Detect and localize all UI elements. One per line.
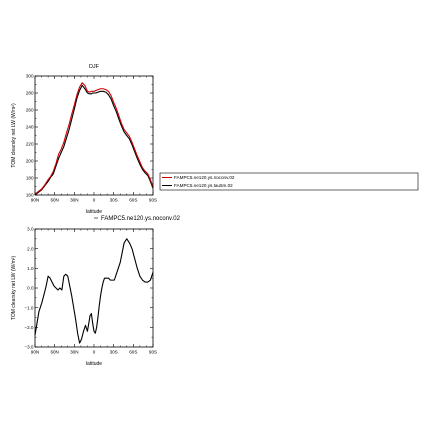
y-tick-label: 200	[26, 159, 34, 164]
series-line-noconv	[34, 82, 154, 195]
chart-bottom-series	[34, 238, 154, 344]
chart-top-ylabel: TOM clearsky net LW (W/m²)	[11, 103, 17, 168]
x-tick-label: 30S	[110, 198, 118, 203]
y-tick-label: −2.0	[24, 325, 34, 330]
y-tick-label: 1.0	[27, 266, 34, 271]
x-tick-label: 60S	[129, 198, 137, 203]
chart-top-series	[34, 82, 154, 196]
x-tick-label: 90N	[31, 350, 39, 355]
chart-top-title: DJF	[89, 64, 100, 70]
y-tick-label: 240	[26, 125, 34, 130]
legend-label-tau5m: FAMPC5.ne120.ys.tau5m.02	[174, 183, 233, 188]
x-tick-label: 60N	[50, 198, 58, 203]
x-tick-label: 30N	[70, 198, 78, 203]
y-tick-label: 260	[26, 108, 34, 113]
x-tick-label: 60S	[129, 350, 137, 355]
chart-top-frame	[34, 75, 154, 196]
chart-bottom-ticks: 90N 60N 30N 0 30S 60S 90S −3.0 −2.0 −1.0 0.0 1.0 2.0…	[24, 227, 157, 355]
x-tick-label: 90S	[149, 198, 157, 203]
series-line-tau5m	[34, 84, 154, 196]
chart-bottom-frame	[34, 228, 154, 348]
y-tick-label: 0.0	[27, 286, 34, 291]
y-tick-label: 180	[26, 176, 34, 181]
y-tick-label: 280	[26, 91, 34, 96]
x-tick-label: 30N	[70, 350, 78, 355]
chart-top: DJF 90N 60N 30N 0 30S 60S 90S 160 180 200 220 240 26…	[11, 64, 419, 215]
series-line-diff	[34, 238, 154, 344]
x-tick-label: 60N	[50, 350, 58, 355]
legend-label-diff: FAMPC5.ne120.ys.noconv.02	[101, 216, 181, 222]
chart-bottom-ylabel: TOM clearsky net LW (W/m²)	[11, 256, 17, 321]
x-tick-label: 0	[93, 198, 96, 203]
legend-label-noconv: FAMPC5.ne120.ys.noconv.02	[174, 175, 235, 180]
y-tick-label: 3.0	[27, 227, 34, 232]
legend-box	[159, 172, 419, 191]
y-tick-label: 220	[26, 142, 34, 147]
chart-top-legend: FAMPC5.ne120.ys.noconv.02 FAMPC5.ne120.y…	[159, 172, 419, 191]
x-tick-label: 30S	[110, 350, 118, 355]
x-tick-label: 0	[93, 350, 96, 355]
y-tick-label: −1.0	[24, 305, 34, 310]
chart-bottom: FAMPC5.ne120.ys.noconv.02 90N 60N 30N 0 30S 6…	[11, 216, 181, 367]
chart-top-xlabel: latitude	[86, 209, 102, 215]
chart-bottom-legend: FAMPC5.ne120.ys.noconv.02	[94, 216, 181, 222]
y-tick-label: 160	[26, 193, 34, 198]
y-tick-label: −3.0	[24, 345, 34, 350]
x-tick-label: 90S	[149, 350, 157, 355]
y-tick-label: 300	[26, 74, 34, 79]
chart-top-ticks: 90N 60N 30N 0 30S 60S 90S 160 180 200 220 240 260 280…	[26, 74, 157, 203]
x-tick-label: 90N	[31, 198, 39, 203]
chart-bottom-xlabel: latitude	[86, 361, 102, 367]
y-tick-label: 2.0	[27, 246, 34, 251]
